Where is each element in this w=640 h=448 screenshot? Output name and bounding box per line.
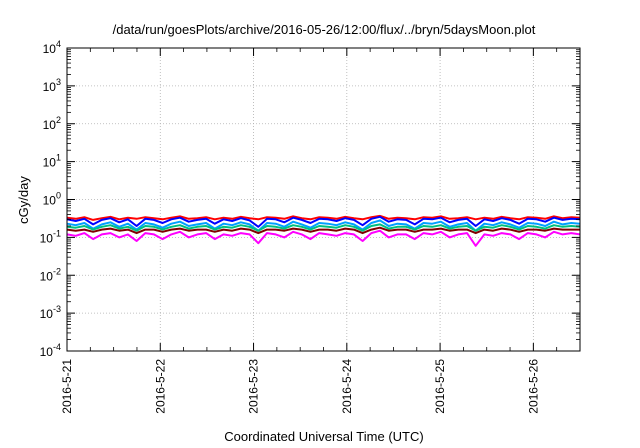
y-tick-label: 10-1 [40, 228, 61, 245]
y-tick-label: 10-2 [40, 266, 61, 283]
series-line-1 [66, 214, 581, 221]
y-tick-label: 104 [43, 39, 61, 56]
series-line-3 [66, 219, 581, 232]
y-axis-ticks: 10-4 10-3 10-2 10-1 100 101 102 103 104 [40, 39, 580, 359]
x-tick-label: 2016-5-23 [247, 359, 261, 414]
x-tick-label: 2016-5-21 [60, 359, 74, 414]
series-line-6 [66, 229, 581, 247]
y-tick-label: 100 [43, 191, 61, 208]
series-line-2 [66, 215, 581, 228]
x-tick-label: 2016-5-24 [340, 359, 354, 414]
series-line-5 [66, 226, 580, 235]
y-axis-label: cGy/day [16, 176, 31, 224]
y-tick-label: 103 [43, 77, 61, 94]
x-axis-label: Coordinated Universal Time (UTC) [224, 429, 423, 444]
chart-title: /data/run/goesPlots/archive/2016-05-26/1… [113, 22, 536, 37]
x-tick-label: 2016-5-25 [433, 359, 447, 414]
data-series [66, 214, 581, 247]
series-line-4 [66, 223, 581, 232]
x-tick-label: 2016-5-22 [153, 359, 167, 414]
x-axis-ticks: 2016-5-21 2016-5-22 2016-5-23 2016-5-24 2016… [60, 48, 558, 414]
y-tick-label: 102 [43, 115, 61, 132]
plot-frame [66, 47, 581, 352]
grid-lines [67, 48, 580, 351]
x-tick-label: 2016-5-26 [526, 359, 540, 414]
y-tick-label: 10-3 [40, 304, 61, 321]
y-tick-label: 10-4 [40, 342, 61, 359]
y-tick-label: 101 [43, 153, 61, 170]
